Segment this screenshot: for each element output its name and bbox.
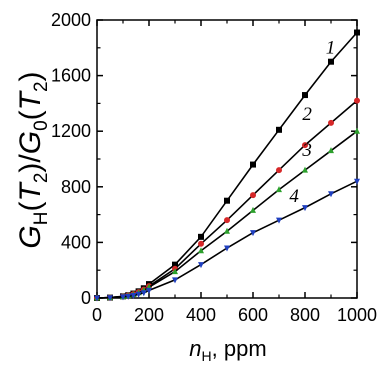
data-point	[328, 191, 334, 198]
x-tick-label: 600	[238, 305, 268, 325]
data-point	[172, 268, 178, 275]
data-point	[94, 295, 100, 302]
data-point	[276, 217, 282, 224]
y-tick-label: 400	[61, 232, 91, 252]
curve-label-2: 2	[302, 104, 312, 125]
series-1	[94, 29, 360, 301]
data-point	[198, 262, 204, 269]
data-point	[354, 29, 360, 36]
data-point	[198, 233, 204, 240]
data-point	[172, 277, 178, 284]
curve-label-3: 3	[301, 140, 312, 161]
data-point	[302, 205, 308, 212]
series-line-4	[96, 180, 358, 299]
axes-layer	[96, 19, 358, 299]
curve-label-1: 1	[326, 37, 336, 58]
data-point	[328, 58, 334, 65]
y-tick-label: 0	[81, 288, 91, 308]
data-point	[135, 291, 142, 298]
data-point	[328, 119, 334, 126]
series-3	[94, 127, 360, 301]
data-point	[224, 245, 230, 252]
data-point	[146, 287, 152, 294]
data-point	[276, 126, 282, 133]
series-line-1	[96, 31, 358, 299]
data-point	[120, 294, 126, 301]
data-point	[107, 295, 113, 302]
data-point	[250, 230, 256, 237]
data-point	[354, 127, 360, 134]
data-point	[354, 97, 360, 104]
data-point	[198, 247, 204, 254]
data-point	[125, 293, 132, 300]
data-point	[276, 186, 282, 193]
data-point	[302, 166, 308, 173]
x-axis-label: nH, ppm	[189, 336, 266, 364]
data-point	[224, 197, 230, 204]
data-point	[130, 292, 137, 299]
y-tick-label: 2000	[51, 10, 91, 30]
data-point	[172, 261, 178, 268]
data-point	[224, 227, 230, 234]
data-point	[250, 161, 256, 168]
data-point	[354, 178, 360, 185]
series-4	[94, 178, 360, 302]
data-point	[250, 192, 256, 199]
curve-label-4: 4	[289, 186, 299, 207]
data-point	[276, 167, 282, 174]
data-point	[302, 92, 308, 99]
x-tick-label: 0	[92, 305, 102, 325]
data-point	[224, 217, 230, 224]
y-tick-label: 800	[61, 177, 91, 197]
x-tick-label: 400	[186, 305, 216, 325]
data-point	[140, 290, 147, 297]
data-point	[302, 142, 308, 149]
y-tick-label: 1200	[51, 121, 91, 141]
labels-layer: 0 200 400 600 800 1000 0 400 800 1200 1600 2000 1 2 3 4…	[14, 10, 377, 364]
x-tick-label: 800	[290, 305, 320, 325]
data-point	[250, 206, 256, 213]
x-tick-label: 1000	[337, 305, 377, 325]
series-layer	[94, 29, 360, 302]
y-axis-label: GH(T2)/G0(T2)	[14, 71, 52, 248]
x-tick-label: 200	[134, 305, 164, 325]
plot-frame	[96, 19, 358, 299]
data-point	[198, 240, 204, 247]
series-line-3	[96, 130, 358, 299]
y-tick-label: 1600	[51, 66, 91, 86]
data-point	[328, 147, 334, 154]
